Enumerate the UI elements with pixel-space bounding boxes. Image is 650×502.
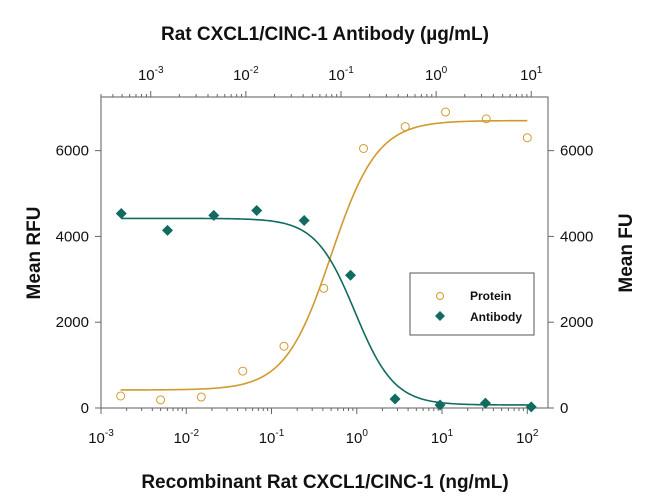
legend: Protein Antibody bbox=[409, 272, 535, 336]
right-axis-tick-label: 2000 bbox=[560, 314, 593, 331]
legend-antibody-marker-icon bbox=[435, 311, 445, 321]
antibody-data-point bbox=[434, 399, 446, 411]
right-axis-tick-label: 4000 bbox=[560, 228, 593, 245]
legend-protein-marker-icon bbox=[436, 292, 444, 300]
protein-data-point bbox=[481, 114, 491, 124]
antibody-data-point bbox=[345, 269, 357, 281]
legend-antibody-label: Antibody bbox=[470, 310, 522, 324]
top-axis-title: Rat CXCL1/CINC-1 Antibody (µg/mL) bbox=[161, 24, 489, 45]
plot-frame bbox=[100, 96, 549, 409]
top-axis-tick-label: 10-2 bbox=[233, 65, 259, 84]
antibody-data-point bbox=[389, 393, 401, 405]
axes: 10-3 10-2 10-1 100 101 102 10-3 10-2 10-1 100 101 0… bbox=[56, 65, 594, 447]
bottom-axis-title: Recombinant Rat CXCL1/CINC-1 (ng/mL) bbox=[141, 472, 508, 493]
antibody-fit-curve bbox=[121, 217, 532, 406]
right-axis-tick-label: 0 bbox=[560, 400, 568, 417]
bottom-axis-tick-label: 10-3 bbox=[88, 428, 114, 447]
left-axis-tick-label: 4000 bbox=[56, 228, 89, 245]
protein-data-point bbox=[522, 133, 532, 143]
protein-data-point bbox=[196, 392, 206, 402]
protein-fit-curve bbox=[120, 119, 528, 391]
right-axis-tick-label: 6000 bbox=[560, 143, 593, 160]
antibody-data-point bbox=[208, 209, 220, 221]
protein-data-point bbox=[359, 143, 369, 153]
legend-protein-label: Protein bbox=[470, 289, 511, 303]
left-axis-tick-label: 6000 bbox=[56, 143, 89, 160]
protein-data-point bbox=[279, 341, 289, 351]
antibody-data-point bbox=[115, 207, 127, 219]
left-axis-tick-label: 2000 bbox=[56, 314, 89, 331]
antibody-data-point bbox=[479, 397, 491, 409]
bottom-axis-tick-label: 10-2 bbox=[173, 428, 199, 447]
data-points bbox=[115, 107, 537, 413]
top-axis-tick-label: 101 bbox=[520, 65, 543, 84]
left-axis-title: Mean RFU bbox=[24, 207, 45, 300]
antibody-data-point bbox=[251, 204, 263, 216]
bottom-axis-tick-label: 10-1 bbox=[259, 428, 285, 447]
bottom-axis-tick-label: 100 bbox=[346, 428, 369, 447]
antibody-data-point bbox=[298, 215, 310, 227]
bottom-axis-tick-label: 102 bbox=[516, 428, 539, 447]
antibody-data-point bbox=[525, 401, 537, 413]
protein-data-point bbox=[116, 391, 126, 401]
protein-data-point bbox=[319, 283, 329, 293]
top-axis-tick-label: 10-1 bbox=[328, 65, 354, 84]
protein-data-point bbox=[238, 366, 248, 376]
antibody-data-point bbox=[161, 224, 173, 236]
protein-data-point bbox=[400, 122, 410, 132]
left-axis-tick-label: 0 bbox=[81, 400, 89, 417]
protein-data-point bbox=[441, 107, 451, 117]
bottom-axis-tick-label: 101 bbox=[431, 428, 454, 447]
top-axis-tick-label: 10-3 bbox=[138, 65, 164, 84]
legend-box bbox=[409, 272, 535, 336]
top-axis-tick-label: 100 bbox=[425, 65, 448, 84]
fit-curves bbox=[120, 119, 532, 406]
protein-data-point bbox=[156, 395, 166, 405]
right-axis-title: Mean FU bbox=[616, 213, 637, 292]
